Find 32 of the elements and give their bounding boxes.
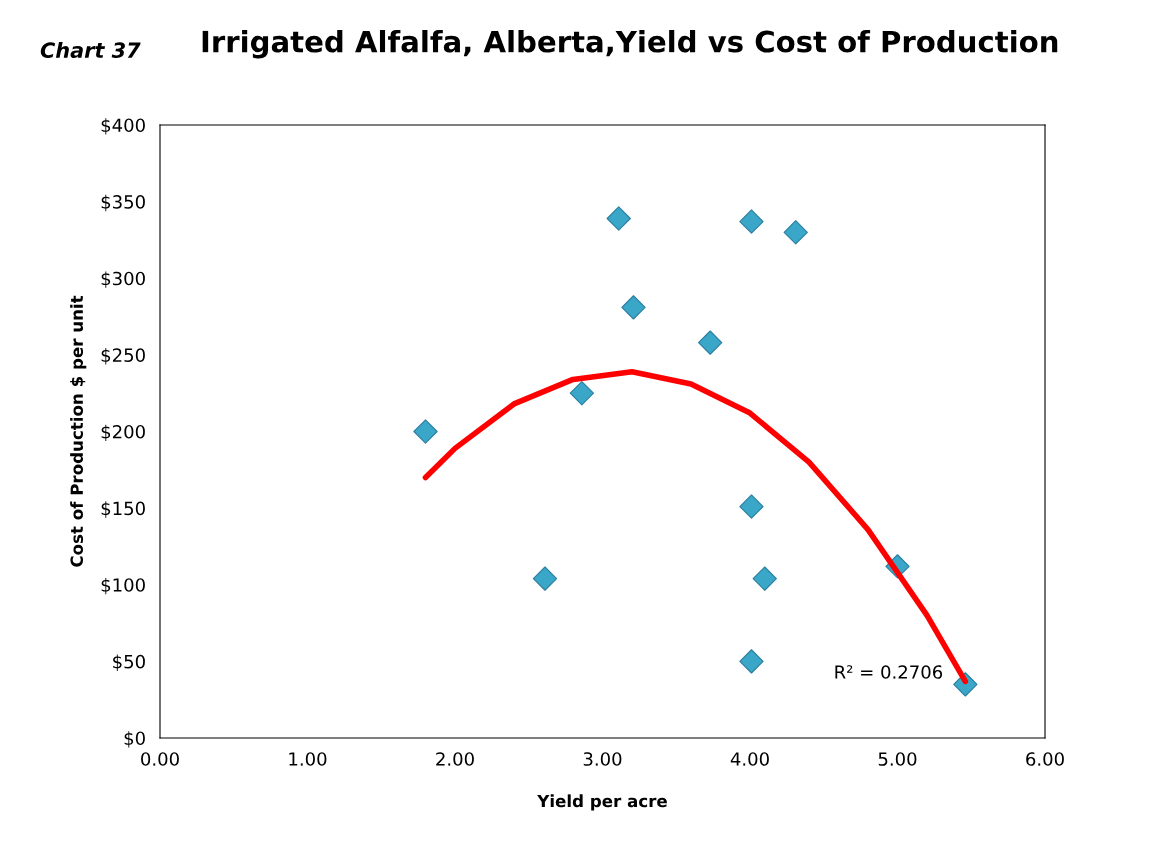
point [532,566,558,591]
annotation: R² = 0.2706 [835,665,943,679]
y-tick-label: $350 [101,194,145,212]
y-tick-label: $50 [113,654,145,671]
point [752,566,777,591]
point [621,295,646,320]
x-tick-label: 2.00 [436,752,474,766]
y-tick-label: $250 [101,348,145,365]
y-tick-label: $150 [101,501,145,518]
point [739,649,764,674]
y-tick-label: $200 [101,424,145,442]
y-tick-label: $100 [101,577,145,595]
x-tick-label: 1.00 [289,752,327,766]
point [413,419,438,444]
point [697,330,723,355]
x-axis-title: Yield per acre [537,794,667,811]
point [606,206,631,231]
point [739,209,764,234]
y-tick-label: $0 [124,731,145,748]
x-tick-label: 6.00 [1026,752,1064,766]
y-tick-label: $400 [101,118,145,135]
y-tick-label: $300 [101,271,145,288]
chart-title: Irrigated Alfalfa, Alberta,Yield vs Cost of Production [202,30,1058,59]
x-tick-label: 4.00 [730,752,769,766]
point [783,220,808,245]
x-tick-label: 3.00 [583,752,622,766]
point [569,381,595,406]
point [739,494,764,519]
caption: Chart 37 [40,41,141,59]
x-tick-label: 5.00 [878,752,917,766]
x-tick-label: 0.00 [141,752,179,766]
y-axis-title: Cost of Production $ per unit [70,295,87,567]
